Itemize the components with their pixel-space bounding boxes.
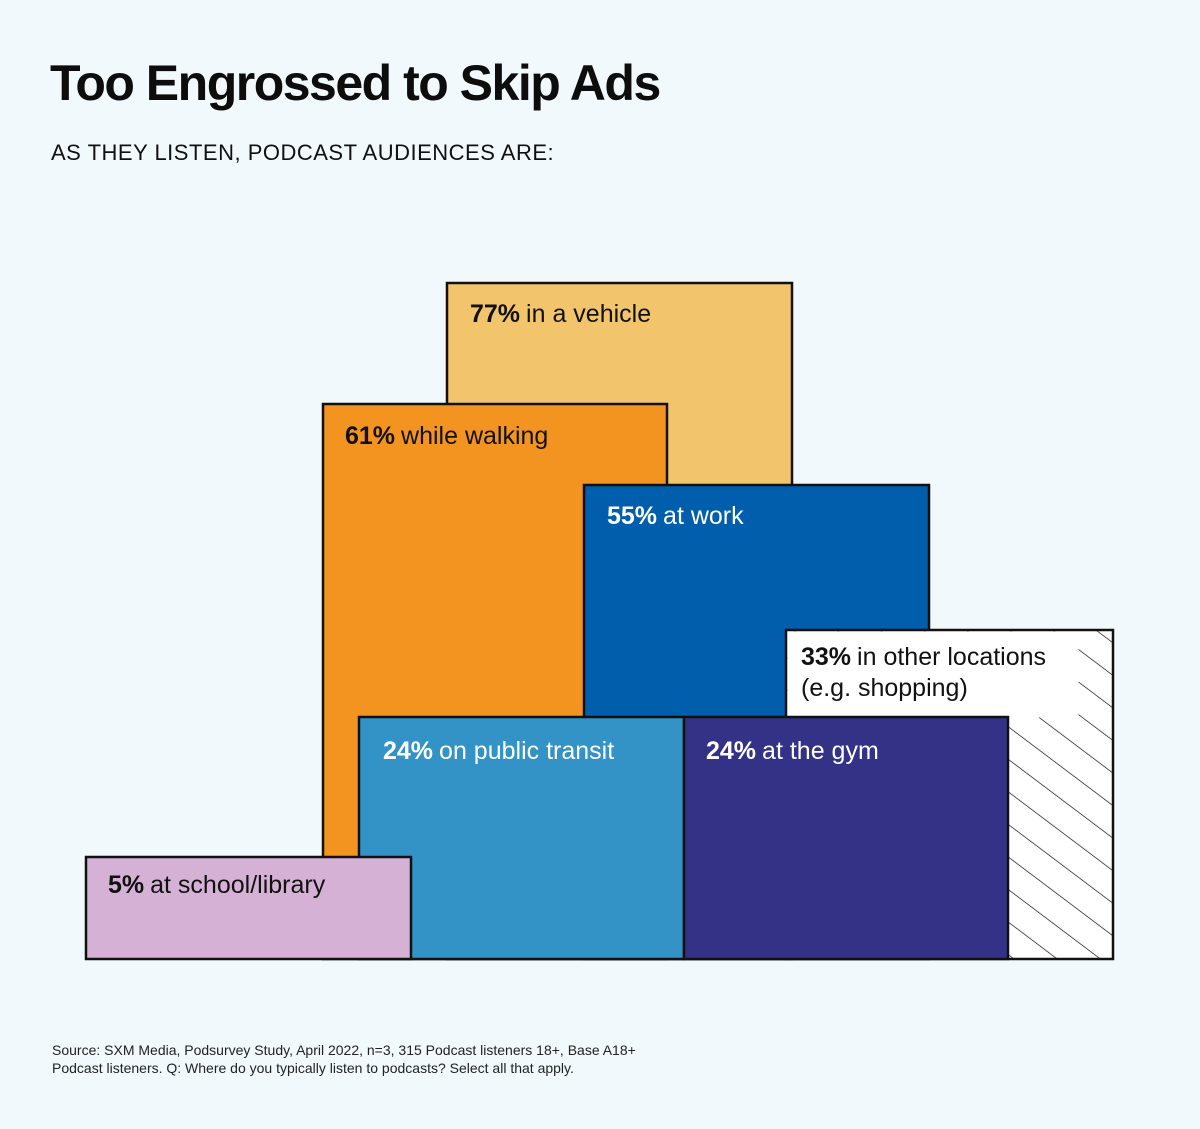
block-category-gym: at the gym [762,737,879,765]
block-label-background-other [787,631,1079,718]
block-category-vehicle: in a vehicle [526,300,651,328]
block-value-transit: 24% [383,737,433,765]
source-note: Source: SXM Media, Podsurvey Study, Apri… [52,1042,636,1076]
block-value-gym: 24% [706,737,756,765]
block-label-school: 5% at school/library [108,871,326,899]
block-value-walking: 61% [345,422,395,450]
chart-subtitle: AS THEY LISTEN, PODCAST AUDIENCES ARE: [51,140,555,165]
block-value-work: 55% [607,502,657,530]
block-rect-school [84,855,413,961]
block-label-other: 33% in other locations (e.g. shopping) [801,643,1046,702]
block-label-vehicle: 77% in a vehicle [470,300,651,328]
block-category-transit: on public transit [439,737,614,765]
block-gym: 24% at the gym [682,715,1010,961]
block-label-work: 55% at work [607,502,744,530]
chart-title: Too Engrossed to Skip Ads [50,55,661,111]
block-category-other: in other locations [857,643,1046,671]
block-school: 5% at school/library [84,855,413,961]
block-category-work: at work [663,502,744,530]
block-rect-gym [682,715,1010,961]
block-rect-transit [357,715,686,961]
block-label-walking: 61% while walking [345,422,548,450]
block-value-other: 33% [801,643,851,671]
block-category-walking: while walking [400,422,548,450]
block-value-vehicle: 77% [470,300,520,328]
block-value-school: 5% [108,871,144,899]
block-category-school: at school/library [150,871,326,899]
block-label-transit: 24% on public transit [383,737,614,765]
block-transit: 24% on public transit [357,715,686,961]
block-category-other-1: (e.g. shopping) [801,674,968,702]
block-label-gym: 24% at the gym [706,737,879,765]
